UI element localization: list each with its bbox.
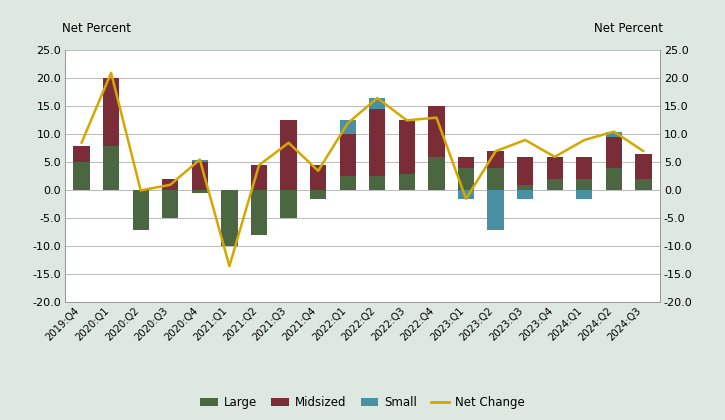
Bar bbox=[428, 157, 444, 190]
Bar bbox=[487, 168, 504, 190]
Legend: Large, Midsized, Small, Net Change: Large, Midsized, Small, Net Change bbox=[196, 392, 529, 414]
Bar bbox=[399, 173, 415, 190]
Bar bbox=[517, 157, 534, 185]
Bar bbox=[133, 190, 149, 230]
Bar bbox=[576, 157, 592, 179]
Bar bbox=[281, 190, 297, 218]
Bar bbox=[606, 137, 622, 168]
Bar bbox=[428, 106, 444, 157]
Bar bbox=[458, 157, 474, 168]
Bar bbox=[547, 179, 563, 190]
Bar bbox=[339, 134, 356, 176]
Bar bbox=[517, 185, 534, 190]
Bar bbox=[369, 98, 386, 109]
Bar bbox=[606, 168, 622, 190]
Text: Net Percent: Net Percent bbox=[62, 22, 131, 35]
Bar bbox=[606, 131, 622, 137]
Bar bbox=[339, 176, 356, 190]
Bar bbox=[310, 165, 326, 190]
Bar bbox=[162, 179, 178, 190]
Bar bbox=[221, 190, 238, 247]
Bar bbox=[487, 190, 504, 230]
Bar bbox=[191, 190, 208, 193]
Bar bbox=[369, 176, 386, 190]
Bar bbox=[399, 121, 415, 173]
Bar bbox=[547, 157, 563, 179]
Bar bbox=[458, 168, 474, 190]
Bar bbox=[339, 121, 356, 134]
Bar bbox=[191, 160, 208, 163]
Bar bbox=[281, 121, 297, 190]
Bar bbox=[635, 154, 652, 179]
Bar bbox=[162, 190, 178, 218]
Bar bbox=[369, 109, 386, 176]
Bar bbox=[191, 163, 208, 190]
Bar bbox=[103, 79, 119, 146]
Bar bbox=[576, 190, 592, 199]
Bar bbox=[487, 151, 504, 168]
Bar bbox=[251, 190, 267, 235]
Bar bbox=[635, 179, 652, 190]
Bar bbox=[103, 146, 119, 190]
Bar bbox=[576, 179, 592, 190]
Bar bbox=[73, 146, 90, 163]
Bar bbox=[310, 190, 326, 199]
Bar bbox=[458, 190, 474, 199]
Bar bbox=[251, 165, 267, 190]
Text: Net Percent: Net Percent bbox=[594, 22, 663, 35]
Bar bbox=[517, 190, 534, 199]
Bar bbox=[73, 163, 90, 190]
